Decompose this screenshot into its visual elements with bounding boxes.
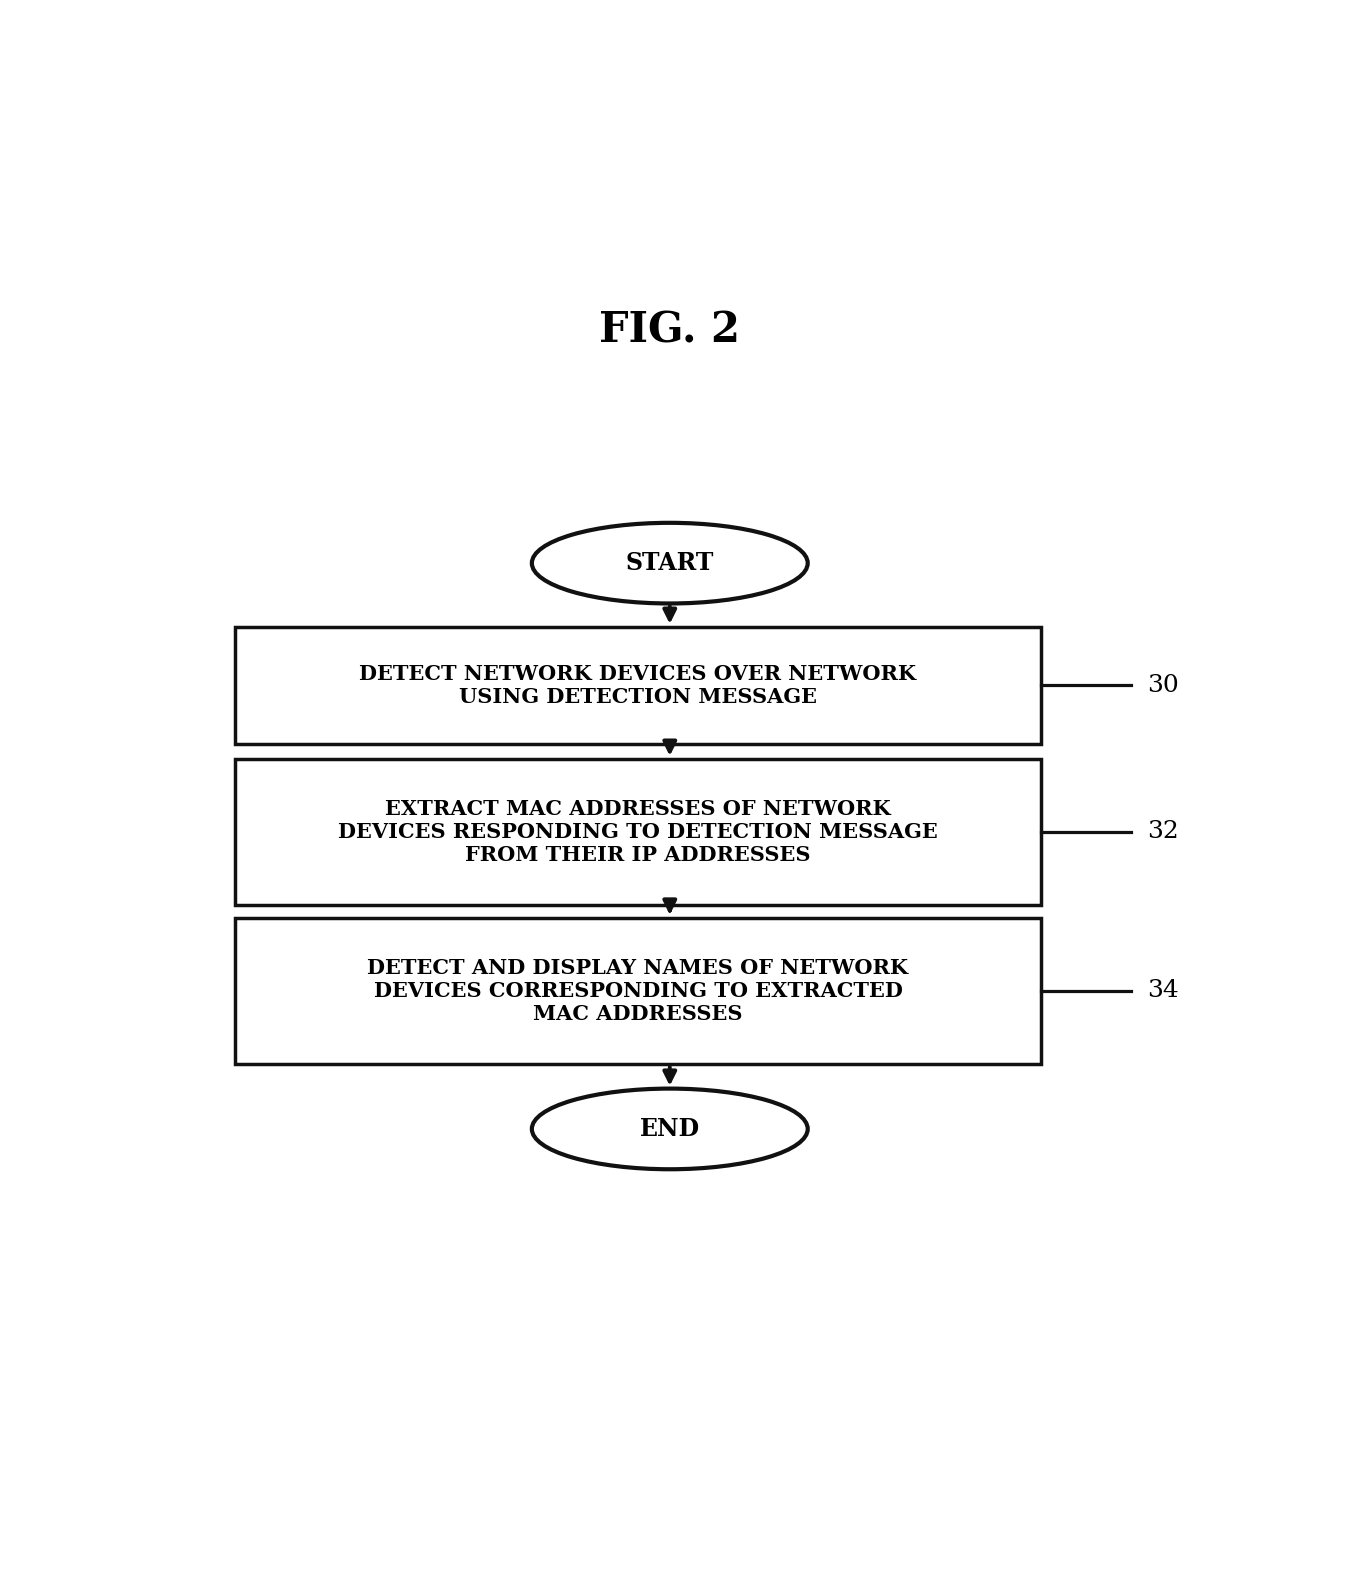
Text: 32: 32 xyxy=(1147,820,1179,843)
Text: DETECT NETWORK DEVICES OVER NETWORK
USING DETECTION MESSAGE: DETECT NETWORK DEVICES OVER NETWORK USIN… xyxy=(360,663,916,706)
Text: DETECT AND DISPLAY NAMES OF NETWORK
DEVICES CORRESPONDING TO EXTRACTED
MAC ADDRE: DETECT AND DISPLAY NAMES OF NETWORK DEVI… xyxy=(367,957,909,1024)
Text: 30: 30 xyxy=(1147,674,1179,697)
Ellipse shape xyxy=(531,1089,808,1170)
Text: 34: 34 xyxy=(1147,979,1179,1003)
Text: FIG. 2: FIG. 2 xyxy=(600,309,741,352)
FancyBboxPatch shape xyxy=(235,759,1042,905)
Ellipse shape xyxy=(531,522,808,603)
Text: START: START xyxy=(626,551,715,574)
FancyBboxPatch shape xyxy=(235,627,1042,744)
Text: EXTRACT MAC ADDRESSES OF NETWORK
DEVICES RESPONDING TO DETECTION MESSAGE
FROM TH: EXTRACT MAC ADDRESSES OF NETWORK DEVICES… xyxy=(338,798,938,865)
Text: END: END xyxy=(639,1117,700,1141)
FancyBboxPatch shape xyxy=(235,917,1042,1065)
